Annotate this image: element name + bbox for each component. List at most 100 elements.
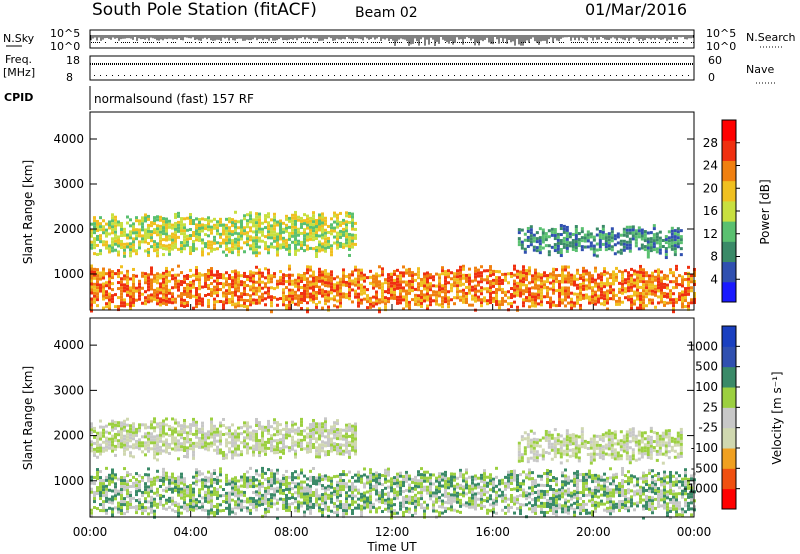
- range-gate-cell: [132, 225, 135, 229]
- range-gate-cell: [498, 288, 501, 292]
- range-gate-cell: [348, 488, 351, 492]
- range-gate-cell: [393, 287, 396, 291]
- range-gate-cell: [282, 488, 285, 492]
- range-gate-cell: [150, 278, 153, 282]
- range-gate-cell: [120, 224, 123, 228]
- range-gate-cell: [303, 283, 306, 287]
- range-gate-cell: [435, 485, 438, 489]
- range-gate-cell: [561, 286, 564, 290]
- range-gate-cell: [300, 471, 303, 475]
- range-gate-cell: [387, 491, 390, 495]
- range-gate-cell: [288, 243, 291, 247]
- range-gate-cell: [456, 278, 459, 282]
- range-gate-cell: [228, 250, 231, 254]
- range-gate-cell: [666, 292, 669, 296]
- search-sample: [129, 42, 130, 43]
- range-gate-cell: [267, 292, 270, 296]
- range-gate-cell: [90, 514, 93, 518]
- range-gate-cell: [318, 273, 321, 277]
- range-gate-cell: [144, 488, 147, 492]
- range-gate-cell: [498, 282, 501, 286]
- range-gate-cell: [315, 305, 318, 309]
- search-sample: [97, 42, 98, 43]
- range-gate-cell: [234, 503, 237, 507]
- range-gate-cell: [237, 271, 240, 275]
- range-gate-cell: [537, 275, 540, 279]
- range-gate-cell: [357, 298, 360, 302]
- range-gate-cell: [363, 467, 366, 471]
- range-gate-cell: [387, 297, 390, 301]
- range-gate-cell: [624, 290, 627, 294]
- range-gate-cell: [150, 489, 153, 493]
- range-gate-cell: [471, 505, 474, 509]
- range-gate-cell: [216, 505, 219, 509]
- search-sample: [211, 42, 212, 43]
- range-gate-cell: [309, 219, 312, 223]
- range-gate-cell: [225, 223, 228, 227]
- nave-sample: [616, 75, 617, 76]
- range-gate-cell: [393, 278, 396, 282]
- heatmap-band: [90, 210, 357, 258]
- range-gate-cell: [444, 270, 447, 274]
- range-gate-cell: [102, 294, 105, 298]
- range-gate-cell: [288, 297, 291, 301]
- range-gate-cell: [327, 290, 330, 294]
- range-gate-cell: [219, 485, 222, 489]
- range-gate-cell: [426, 274, 429, 278]
- range-gate-cell: [679, 229, 683, 233]
- range-gate-cell: [504, 290, 507, 294]
- range-gate-cell: [324, 504, 327, 508]
- range-gate-cell: [294, 225, 297, 229]
- range-gate-cell: [315, 221, 318, 225]
- range-gate-cell: [327, 493, 330, 497]
- range-gate-cell: [237, 488, 240, 492]
- range-gate-cell: [306, 307, 309, 311]
- range-gate-cell: [273, 245, 276, 249]
- range-gate-cell: [462, 473, 465, 477]
- range-gate-cell: [228, 512, 231, 516]
- range-gate-cell: [150, 245, 153, 249]
- range-gate-cell: [550, 233, 554, 237]
- range-gate-cell: [414, 508, 417, 512]
- range-gate-cell: [339, 241, 342, 245]
- range-gate-cell: [291, 291, 294, 295]
- range-gate-cell: [408, 501, 411, 505]
- range-gate-cell: [126, 278, 129, 282]
- range-gate-cell: [387, 485, 390, 489]
- range-gate-cell: [255, 490, 258, 494]
- range-gate-cell: [273, 296, 276, 300]
- range-gate-cell: [369, 477, 372, 481]
- range-gate-cell: [195, 471, 198, 475]
- range-gate-cell: [267, 477, 270, 481]
- range-gate-cell: [468, 490, 471, 494]
- range-gate-cell: [90, 288, 93, 292]
- range-gate-cell: [579, 303, 582, 307]
- range-gate-cell: [420, 280, 423, 284]
- range-gate-cell: [270, 230, 273, 234]
- range-gate-cell: [348, 235, 351, 239]
- range-gate-cell: [658, 242, 662, 246]
- range-gate-cell: [171, 235, 174, 239]
- range-gate-cell: [210, 502, 213, 506]
- range-gate-cell: [384, 486, 387, 490]
- range-gate-cell: [426, 295, 429, 299]
- range-gate-cell: [186, 234, 189, 238]
- range-gate-cell: [219, 220, 222, 224]
- range-gate-cell: [243, 499, 246, 503]
- range-gate-cell: [249, 270, 252, 274]
- range-gate-cell: [288, 288, 291, 292]
- range-gate-cell: [369, 495, 372, 499]
- range-gate-cell: [267, 510, 270, 514]
- range-gate-cell: [189, 498, 192, 502]
- range-gate-cell: [634, 235, 638, 239]
- range-gate-cell: [537, 287, 540, 291]
- range-gate-cell: [426, 491, 429, 495]
- range-gate-cell: [387, 273, 390, 277]
- range-gate-cell: [144, 272, 147, 276]
- nave-sample: [466, 75, 467, 76]
- range-gate-cell: [213, 513, 216, 517]
- range-gate-cell: [597, 294, 600, 298]
- range-gate-cell: [93, 240, 96, 244]
- range-gate-cell: [582, 275, 585, 279]
- range-gate-cell: [634, 238, 638, 242]
